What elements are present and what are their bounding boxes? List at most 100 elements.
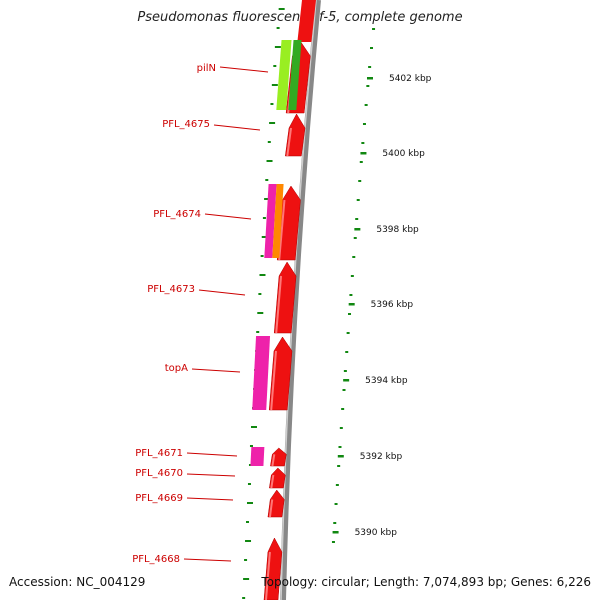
cds-arrow-topA-shine [270, 350, 277, 411]
inner-ring-dot [242, 597, 246, 599]
domain-block-green [288, 40, 302, 110]
inner-ring-dot [264, 198, 271, 200]
cds-arrow-PFL_4673-shine [275, 275, 283, 334]
outer-ring-dot [333, 522, 337, 524]
scale-tick-label: 5390 kbp [355, 528, 398, 538]
outer-ring-dot [337, 465, 341, 467]
outer-ring-dot [359, 161, 363, 163]
outer-ring-dot [352, 256, 356, 258]
inner-ring-dot [271, 84, 278, 86]
outer-ring-dot [345, 351, 349, 353]
cds-arrow-PFL_4674-shine [278, 199, 286, 261]
gene-leader-line [191, 368, 241, 373]
inner-ring-dot [262, 217, 266, 219]
gene-leader-line [186, 452, 238, 457]
inner-ring-dot [270, 103, 274, 105]
outer-ring-dot [334, 503, 338, 505]
inner-ring-dot [259, 274, 266, 276]
domain-block-orange [272, 184, 284, 258]
outer-ring-dot [335, 484, 339, 486]
accession-label: Accession: NC_004129 [9, 575, 146, 589]
gene-label[interactable]: PFL_4670 [135, 468, 183, 479]
cds-arrow-PFL_4670-shine [270, 474, 275, 489]
scale-tick [360, 152, 367, 155]
outer-ring-dot [341, 408, 345, 410]
outer-ring-dot [364, 104, 368, 106]
gene-leader-line [219, 66, 269, 73]
outer-dotted-ring [331, 28, 376, 543]
outer-ring-dot [353, 237, 357, 239]
outer-ring-dot [339, 427, 343, 429]
cds-arrow-PFL_4675-shine [286, 127, 293, 157]
inner-ring-dot [269, 122, 276, 124]
gene-label[interactable]: PFL_4675 [162, 119, 210, 130]
inner-ring-dot [273, 65, 277, 67]
inner-ring-dot [247, 483, 251, 485]
scale-tick [354, 228, 361, 231]
domain-block-pink-topA [252, 336, 271, 410]
feature-track [250, 0, 316, 600]
domain-block-lime [276, 40, 292, 110]
domain-block-pink [264, 184, 277, 258]
inner-ring-dot [261, 236, 268, 238]
outer-ring-dot [342, 389, 346, 391]
scale-tick-label: 5402 kbp [389, 74, 432, 84]
outer-ring-dot [362, 123, 366, 125]
scale-tick-label: 5400 kbp [382, 149, 425, 159]
domain-block-pink-4671 [250, 447, 265, 466]
gene-label[interactable]: pilN [197, 63, 216, 74]
inner-ring-dot [266, 160, 273, 162]
outer-ring-dot [372, 28, 376, 30]
cds-arrow-PFL_4668 [263, 537, 283, 600]
scale-tick-label: 5398 kbp [376, 225, 419, 235]
inner-ring-dot [278, 8, 285, 10]
outer-ring-dot [370, 47, 374, 49]
scale-tick [348, 303, 355, 306]
inner-ring-dot [250, 426, 257, 428]
cds-arrow-PFL_4668-shine [265, 551, 271, 600]
cds-arrow-PFL_4670 [269, 467, 286, 489]
cds-arrow-PFL_4671-shine [271, 454, 276, 467]
outer-ring-dot [356, 199, 360, 201]
cds-arrow-PFL_4669 [267, 489, 285, 518]
gene-leader-line [183, 558, 232, 562]
gene-label[interactable]: PFL_4669 [135, 493, 183, 504]
cds-block-top [297, 0, 316, 42]
inner-ring-dot [260, 255, 264, 257]
scale-tick [366, 77, 373, 80]
scale-tick-label: 5396 kbp [371, 300, 414, 310]
gene-leader-line [186, 473, 236, 477]
outer-ring-dot [343, 370, 347, 372]
inner-ring-dot [246, 502, 253, 504]
scale-tick [343, 379, 350, 382]
outer-ring-dot [361, 142, 365, 144]
inner-ring-dot [256, 331, 260, 333]
genome-summary: Topology: circular; Length: 7,074,893 bp… [261, 575, 591, 589]
outer-ring-dot [346, 332, 350, 334]
scale-tick-label: 5392 kbp [360, 452, 403, 462]
gene-label[interactable]: PFL_4673 [147, 284, 195, 295]
inner-ring-dot [276, 27, 280, 29]
inner-ring-dot [274, 46, 281, 48]
gene-label[interactable]: topA [165, 363, 188, 374]
gene-label[interactable]: PFL_4674 [153, 209, 201, 220]
scale-tick [332, 531, 339, 534]
inner-ring-dot [246, 521, 250, 523]
outer-ring-dot [349, 294, 353, 296]
gene-label[interactable]: PFL_4671 [135, 448, 183, 459]
outer-ring-dot [368, 66, 372, 68]
cds-arrow-PFL_4671 [270, 447, 287, 467]
gene-leader-line [213, 124, 261, 131]
inner-ring-dot [245, 540, 252, 542]
outer-ring-dot [355, 218, 359, 220]
outer-ring-dot [358, 180, 362, 182]
scale-tick [337, 455, 344, 458]
inner-ring-dot [244, 559, 248, 561]
scale-tick-labels: 5402 kbp 5400 kbp 5398 kbp 5396 kbp 5394 kbp… [332, 74, 432, 538]
gene-label[interactable]: PFL_4668 [132, 554, 180, 565]
inner-ring-dot [243, 578, 250, 580]
inner-ring-dot [265, 179, 269, 181]
gene-leader-line [198, 289, 246, 296]
inner-ring-dot [258, 293, 262, 295]
inner-ring-dot [249, 445, 253, 447]
